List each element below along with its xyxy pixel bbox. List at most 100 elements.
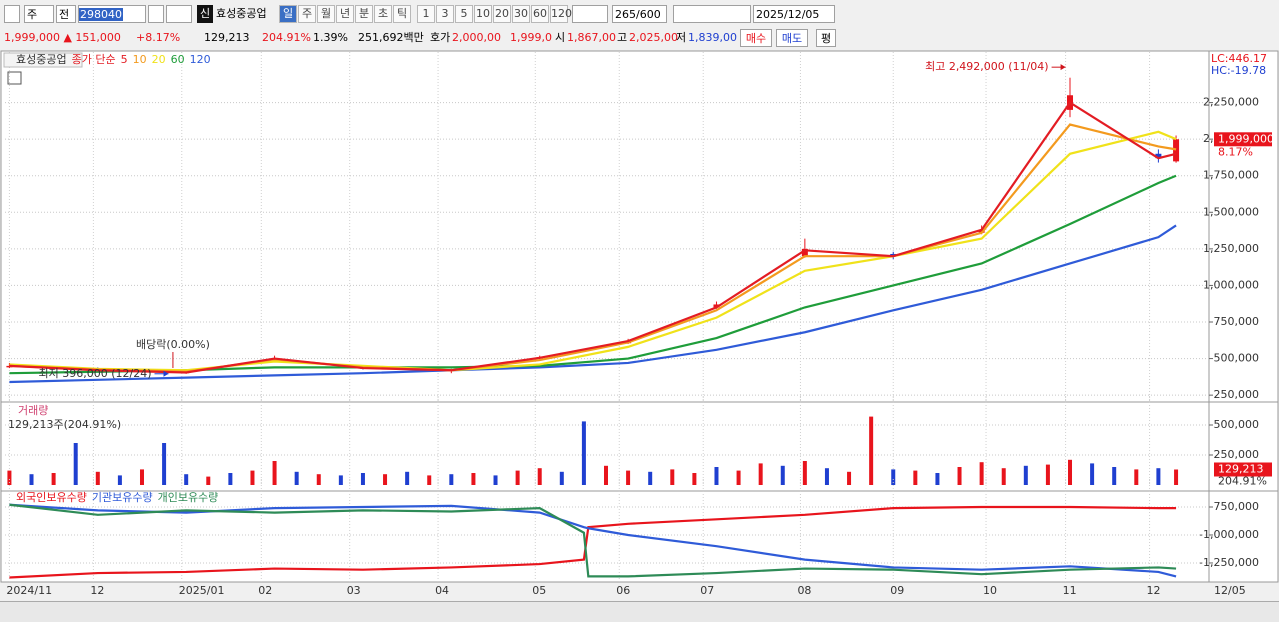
- tool-icons[interactable]: [673, 5, 751, 23]
- volume-bar: [869, 416, 874, 485]
- turnover: 1.39%: [313, 31, 348, 44]
- ma-line: [9, 101, 1177, 374]
- indicator-label: LC:446.17: [1211, 52, 1267, 65]
- volume: 129,213: [204, 31, 250, 44]
- last-volume: 129,213: [1218, 462, 1264, 475]
- avg-button[interactable]: 평: [816, 29, 836, 47]
- y-tick-label: 1,000,000: [1203, 278, 1259, 291]
- volume-bar: [979, 462, 984, 485]
- last-change: 8.17%: [1218, 145, 1253, 158]
- code-text: 298040: [79, 8, 123, 21]
- low-label: 저: [676, 31, 687, 44]
- volume-bar: [117, 475, 122, 485]
- x-tick-label: 10: [983, 584, 997, 597]
- candle-body: [1173, 139, 1180, 162]
- candle-body: [713, 304, 720, 308]
- volume-bar: [736, 470, 741, 485]
- candle-body: [801, 248, 808, 257]
- change-rate: +8.17%: [136, 31, 181, 44]
- volume-bar: [847, 471, 852, 485]
- annotation: 최저 396,000 (12/24): [38, 367, 151, 380]
- pane-subtitle: 129,213주(204.91%): [8, 418, 121, 431]
- volume-bar: [449, 474, 454, 485]
- volume-bar: [95, 471, 100, 485]
- period-button[interactable]: 주: [298, 5, 316, 23]
- volume-bar: [383, 474, 388, 485]
- y-tick-label: 500,000: [1214, 418, 1260, 431]
- period-button[interactable]: 년: [336, 5, 354, 23]
- volume-bar: [1090, 463, 1095, 485]
- period-button[interactable]: 틱: [393, 5, 411, 23]
- x-tick-label: 04: [435, 584, 449, 597]
- volume-bar: [162, 443, 167, 485]
- volume-bar: [670, 469, 675, 485]
- title-box: [3, 52, 83, 68]
- y-tick-label: 500,000: [1214, 352, 1260, 365]
- market-select[interactable]: 주: [24, 5, 54, 23]
- y-tick-label: 250,000: [1214, 388, 1260, 401]
- period-button[interactable]: 초: [374, 5, 392, 23]
- interval-button[interactable]: 5: [455, 5, 473, 23]
- x-tick-label: 08: [797, 584, 811, 597]
- interval-button[interactable]: 20: [493, 5, 511, 23]
- x-tick-label: 2025/01: [179, 584, 225, 597]
- pane-title: 거래량: [18, 404, 48, 417]
- x-tick-label: 12: [1147, 584, 1161, 597]
- date-box[interactable]: 2025/12/05: [753, 5, 835, 23]
- volume-bar: [51, 473, 56, 485]
- code-input[interactable]: 298040: [78, 5, 146, 23]
- unit-select[interactable]: [572, 5, 608, 23]
- volume-bar: [537, 468, 542, 485]
- volume-bar: [626, 470, 631, 485]
- legend-entry: 기관보유수량: [92, 491, 153, 504]
- volume-bar: [824, 468, 829, 485]
- volume-bar: [692, 473, 697, 485]
- volume-bar: [604, 465, 608, 485]
- search-icon[interactable]: [148, 5, 164, 23]
- y-tick-label: -750,000: [1210, 500, 1259, 513]
- holding-line: [9, 503, 1177, 578]
- count-box[interactable]: 265/600: [612, 5, 667, 23]
- period-button[interactable]: 분: [355, 5, 373, 23]
- x-tick-label: 12: [90, 584, 104, 597]
- x-tick-label: 03: [347, 584, 361, 597]
- volume-bar: [913, 470, 918, 485]
- legend-entry: 120: [190, 53, 211, 66]
- volume-bar: [1023, 465, 1028, 485]
- volume-bar: [206, 476, 211, 485]
- y-tick-label: 250,000: [1214, 448, 1260, 461]
- volume-bar: [1068, 459, 1073, 485]
- period-button[interactable]: 월: [317, 5, 335, 23]
- interval-button[interactable]: 60: [531, 5, 549, 23]
- volume-bar: [758, 463, 763, 485]
- buy-button[interactable]: 매수: [740, 29, 772, 47]
- y-tick-label: -1,250,000: [1199, 556, 1259, 569]
- volume-bar: [360, 473, 365, 485]
- x-tick-label: 02: [258, 584, 272, 597]
- x-tick-label: 07: [700, 584, 714, 597]
- calc-icon[interactable]: [7, 71, 22, 85]
- price: 1,999,000 ▲ 151,000: [4, 31, 121, 44]
- y-tick-label: 1,500,000: [1203, 205, 1259, 218]
- interval-button[interactable]: 1: [417, 5, 435, 23]
- interval-button[interactable]: 10: [474, 5, 492, 23]
- legend-entry: 개인보유수량: [158, 491, 219, 504]
- annotation: 최고 2,492,000 (11/04): [925, 60, 1049, 73]
- volume-bar: [1156, 468, 1161, 485]
- interval-button[interactable]: 3: [436, 5, 454, 23]
- volume-rate: 204.91%: [262, 31, 311, 44]
- volume-bar: [1134, 469, 1139, 485]
- scroll-bar[interactable]: [0, 601, 1279, 622]
- sell-button[interactable]: 매도: [776, 29, 808, 47]
- period-button[interactable]: 일: [279, 5, 297, 23]
- max-count: /600: [636, 8, 661, 21]
- x-tick-label: 06: [616, 584, 630, 597]
- sound-icon[interactable]: [166, 5, 192, 23]
- quote-label: 호가: [430, 31, 451, 44]
- prev-button[interactable]: 전: [56, 5, 76, 23]
- last-price-box: [1214, 132, 1272, 147]
- interval-button[interactable]: 120: [550, 5, 572, 23]
- x-tick-label: 05: [532, 584, 546, 597]
- interval-button[interactable]: 30: [512, 5, 530, 23]
- menu-icon[interactable]: [4, 5, 20, 23]
